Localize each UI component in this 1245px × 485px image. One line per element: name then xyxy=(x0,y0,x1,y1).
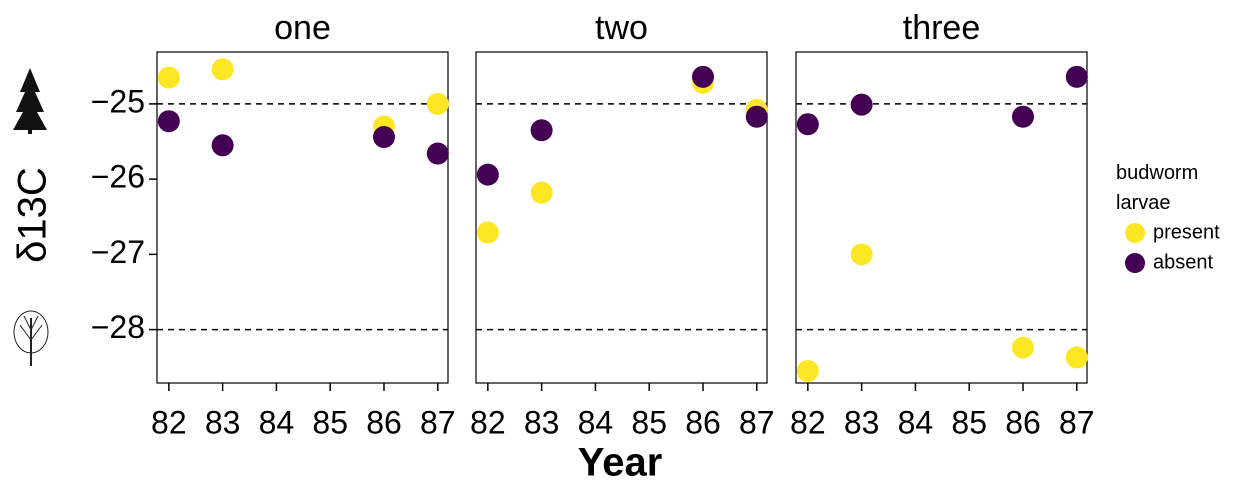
panel-frame xyxy=(796,52,1087,383)
data-point xyxy=(427,143,449,165)
data-point xyxy=(531,119,553,141)
panel-frame xyxy=(476,52,767,383)
panel-title: one xyxy=(274,9,331,47)
conifer-icon xyxy=(13,68,47,134)
x-tick-label: 82 xyxy=(151,404,187,440)
x-tick-label: 86 xyxy=(685,404,721,440)
data-point xyxy=(692,66,714,88)
data-point xyxy=(1066,346,1088,368)
panel-frame xyxy=(157,52,448,383)
x-tick-label: 84 xyxy=(898,404,934,440)
data-point xyxy=(212,134,234,156)
x-tick-label: 82 xyxy=(790,404,826,440)
data-point xyxy=(1012,106,1034,128)
x-tick-label: 87 xyxy=(1059,404,1095,440)
data-point xyxy=(1012,337,1034,359)
legend-marker xyxy=(1125,223,1145,243)
data-point xyxy=(746,106,768,128)
y-axis-label: δ13C xyxy=(11,167,55,263)
data-point xyxy=(1066,66,1088,88)
legend-label: present xyxy=(1153,221,1220,243)
panel-title: three xyxy=(903,9,981,47)
chart: Year δ13C −25 −26 −27 −28 one 82 83 84 85 86 87 two… xyxy=(0,0,1245,485)
data-point xyxy=(797,113,819,135)
x-tick-label: 87 xyxy=(420,404,456,440)
data-point xyxy=(427,93,449,115)
x-tick-label: 87 xyxy=(739,404,775,440)
data-point xyxy=(158,67,180,89)
data-point xyxy=(212,58,234,80)
x-tick-label: 82 xyxy=(470,404,506,440)
x-tick-label: 83 xyxy=(844,404,880,440)
data-point xyxy=(373,126,395,148)
legend-marker xyxy=(1125,253,1145,273)
figure: Year δ13C −25 −26 −27 −28 one 82 83 84 85 86 87 two… xyxy=(0,0,1245,485)
x-axis-label: Year xyxy=(578,441,663,485)
data-point xyxy=(158,110,180,132)
x-tick-label: 83 xyxy=(524,404,560,440)
data-point xyxy=(477,222,499,244)
y-tick-label: −28 xyxy=(91,309,145,345)
x-tick-label: 84 xyxy=(259,404,295,440)
data-point xyxy=(851,94,873,116)
data-point xyxy=(851,243,873,265)
data-point xyxy=(531,182,553,204)
x-tick-label: 85 xyxy=(312,404,348,440)
x-tick-label: 83 xyxy=(205,404,241,440)
x-tick-label: 86 xyxy=(1005,404,1041,440)
x-tick-label: 85 xyxy=(951,404,987,440)
y-tick-label: −26 xyxy=(91,159,145,195)
data-point xyxy=(797,360,819,382)
y-tick-label: −25 xyxy=(91,83,145,119)
x-tick-label: 84 xyxy=(578,404,614,440)
legend-title: budworm larvae xyxy=(1116,158,1206,218)
y-tick-label: −27 xyxy=(91,234,145,270)
legend-label: absent xyxy=(1153,251,1213,273)
x-tick-label: 85 xyxy=(631,404,667,440)
deciduous-icon xyxy=(14,311,48,366)
panel-title: two xyxy=(595,9,648,47)
x-tick-label: 86 xyxy=(366,404,402,440)
data-point xyxy=(477,164,499,186)
